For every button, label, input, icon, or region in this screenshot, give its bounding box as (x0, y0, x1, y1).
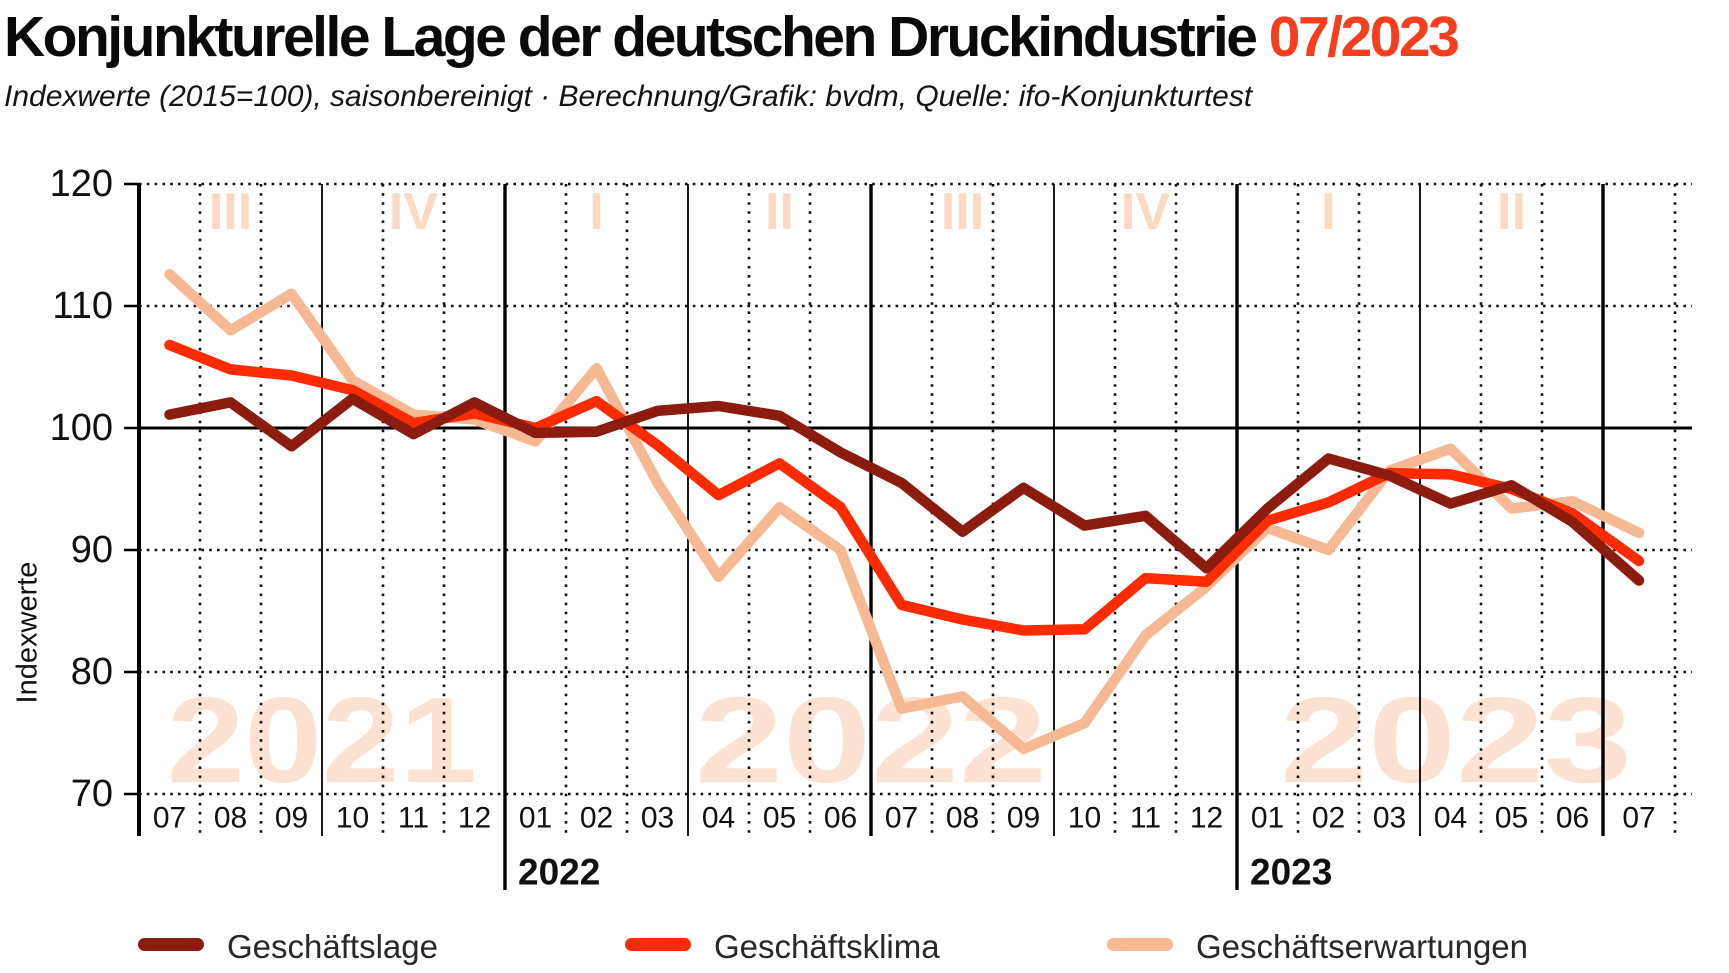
x-axis-year-labels: 2022 2023 (518, 852, 1332, 893)
legend-swatch-geschaeftslage (138, 938, 204, 951)
legend-label-geschaeftsklima: Geschäftsklima (714, 928, 940, 965)
year-watermark-2023: 2023 (1280, 672, 1632, 808)
x-axis-month-labels: 07 08 09 10 11 12 01 02 03 04 05 06 07 08 09 10 11 12 01 02… (153, 802, 1656, 835)
month-label: 06 (824, 802, 857, 835)
y-axis-title: Indexwerte (11, 561, 44, 704)
legend-label-geschaeftserwartungen: Geschäftserwartungen (1196, 928, 1529, 965)
month-label: 11 (398, 802, 429, 835)
month-label: 01 (1251, 802, 1284, 835)
quarter-label: IV (389, 183, 438, 241)
month-label: 09 (275, 802, 308, 835)
month-label: 09 (1007, 802, 1040, 835)
month-label: 06 (1556, 802, 1589, 835)
month-label: 07 (1622, 802, 1655, 835)
y-tick-label: 100 (50, 407, 113, 449)
y-tick-label: 80 (71, 651, 113, 693)
legend-swatch-geschaeftsklima (625, 938, 691, 951)
year-label-2023: 2023 (1250, 852, 1332, 893)
y-axis-tick-labels: 120 110 100 90 80 70 (50, 163, 113, 815)
month-label: 07 (153, 802, 186, 835)
quarter-label: I (589, 183, 603, 241)
y-tick-label: 70 (71, 773, 113, 815)
quarter-label: II (1497, 183, 1526, 241)
month-label: 01 (519, 802, 552, 835)
quarter-label: III (941, 183, 984, 241)
page-title-date: 07/2023 (1268, 5, 1460, 69)
quarter-label: III (209, 183, 252, 241)
series-line-geschaeftslage (164, 393, 1645, 586)
quarter-label: II (765, 183, 794, 241)
month-label: 03 (641, 802, 674, 835)
legend-swatch-geschaeftserwartungen (1107, 938, 1173, 951)
year-label-2022: 2022 (518, 852, 600, 893)
month-label: 10 (1068, 802, 1101, 835)
month-label: 04 (1434, 802, 1467, 835)
page-title: Konjunkturelle Lage der deutschen Drucki… (4, 4, 1460, 70)
y-tick-label: 90 (71, 529, 113, 571)
month-label: 11 (1130, 802, 1161, 835)
month-label: 05 (763, 802, 796, 835)
quarter-label: I (1321, 183, 1335, 241)
month-label: 02 (1312, 802, 1345, 835)
month-label: 10 (336, 802, 369, 835)
month-label: 12 (458, 802, 491, 835)
quarter-label: IV (1121, 183, 1170, 241)
axes (124, 182, 141, 836)
month-label: 02 (580, 802, 613, 835)
quarter-labels: III IV I II III IV I II (209, 183, 1526, 241)
month-label: 08 (214, 802, 247, 835)
month-label: 07 (885, 802, 918, 835)
month-label: 04 (702, 802, 735, 835)
y-tick-label: 120 (50, 163, 113, 205)
y-tick-label: 110 (52, 285, 113, 327)
month-label: 08 (946, 802, 979, 835)
legend-label-geschaeftslage: Geschäftslage (227, 928, 438, 965)
page-title-text: Konjunkturelle Lage der deutschen Drucki… (4, 5, 1258, 69)
month-label: 05 (1495, 802, 1528, 835)
page-subtitle: Indexwerte (2015=100), saisonbereinigt ·… (4, 80, 1253, 113)
month-label: 12 (1190, 802, 1223, 835)
data-series (164, 269, 1645, 755)
month-label: 03 (1373, 802, 1406, 835)
